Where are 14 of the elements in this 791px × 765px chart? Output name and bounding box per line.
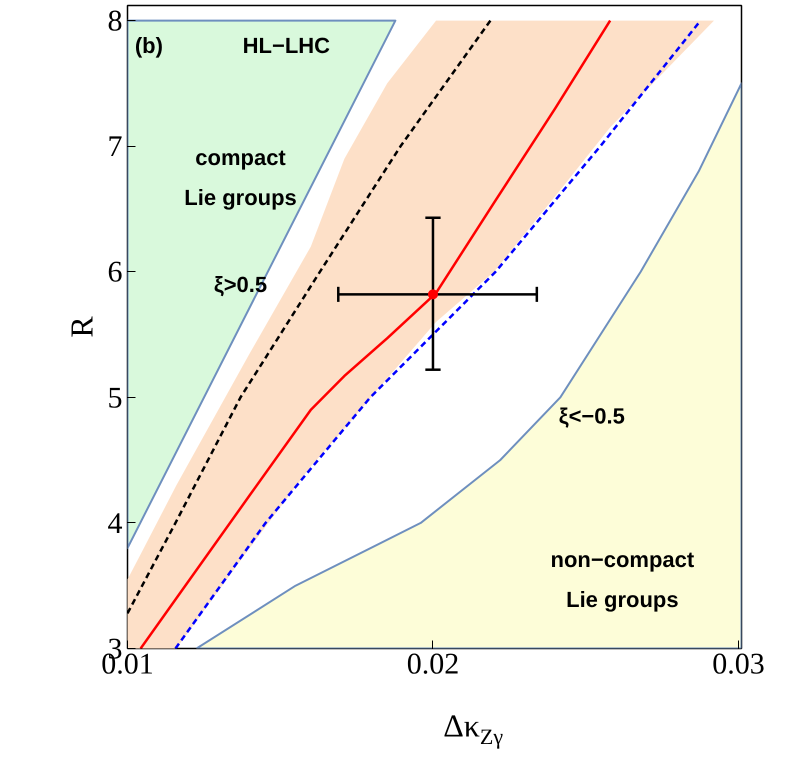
annotation: (b) <box>134 33 163 58</box>
y-tick-label: 7 <box>108 130 122 164</box>
x-tick-label: 0.02 <box>406 648 460 680</box>
annotation: compact Lie groups <box>184 145 297 210</box>
annotation: HL−LHC <box>242 33 330 58</box>
y-tick-label: 8 <box>108 4 122 38</box>
y-tick-label: 6 <box>108 256 122 289</box>
annotation: ξ>0.5 <box>214 272 268 297</box>
annotation: non−compact Lie groups <box>550 546 695 612</box>
y-tick-label: 5 <box>108 381 122 414</box>
y-tick-label: 4 <box>108 506 122 540</box>
x-tick-label: 0.03 <box>712 648 765 680</box>
annotation: ξ<−0.5 <box>558 404 625 429</box>
y-axis-title: R <box>64 316 100 338</box>
